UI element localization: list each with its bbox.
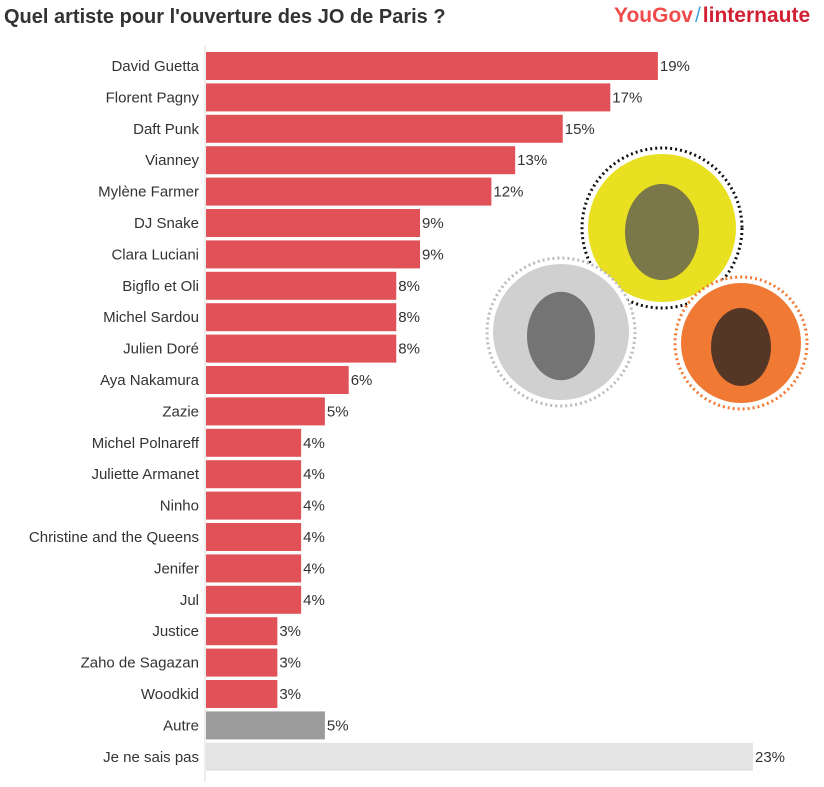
chart-title: Quel artiste pour l'ouverture des JO de … [4, 6, 446, 28]
category-label: Florent Pagny [106, 89, 200, 106]
bar [206, 114, 563, 143]
data-label: 23% [755, 749, 785, 766]
category-label: Daft Punk [133, 121, 199, 138]
bar [206, 617, 278, 646]
data-label: 8% [398, 278, 420, 295]
category-label: Mylène Farmer [98, 184, 199, 201]
category-label: Jul [180, 592, 199, 609]
bar [206, 271, 397, 300]
data-label: 9% [422, 246, 444, 263]
data-label: 4% [303, 560, 325, 577]
category-label: Bigflo et Oli [122, 278, 199, 295]
bar [206, 366, 349, 394]
category-label: Autre [163, 717, 199, 734]
category-label: Je ne sais pas [103, 749, 199, 766]
bar [206, 52, 658, 80]
category-label: Julien Doré [123, 341, 199, 358]
bar [206, 83, 611, 112]
bar [206, 240, 421, 269]
daft-punk-photo [673, 275, 809, 411]
bar [206, 177, 492, 206]
bar [206, 680, 278, 708]
bar [206, 585, 302, 614]
data-label: 9% [422, 215, 444, 232]
data-label: 3% [279, 686, 301, 703]
data-label: 4% [303, 435, 325, 452]
bar [206, 554, 302, 583]
florent-pagny-photo [485, 256, 637, 408]
data-label: 5% [327, 717, 349, 734]
category-label: Christine and the Queens [29, 529, 199, 546]
data-label: 8% [398, 341, 420, 358]
bar [206, 334, 397, 363]
category-label: Clara Luciani [111, 246, 199, 263]
data-label: 12% [493, 184, 523, 201]
data-label: 13% [517, 152, 547, 169]
category-label: DJ Snake [134, 215, 199, 232]
linternaute-logo: linternaute [702, 4, 811, 27]
logo: YouGov/linternaute [614, 4, 811, 27]
category-label: Zazie [162, 403, 199, 420]
data-label: 4% [303, 466, 325, 483]
category-label: Vianney [145, 152, 199, 169]
data-label: 17% [612, 89, 642, 106]
data-label: 4% [303, 498, 325, 515]
data-label: 8% [398, 309, 420, 326]
bar [206, 711, 325, 740]
bar [206, 146, 516, 175]
data-label: 19% [660, 58, 690, 75]
data-label: 4% [303, 529, 325, 546]
category-label: Jenifer [154, 560, 199, 577]
data-label: 4% [303, 592, 325, 609]
bar [206, 460, 302, 489]
yougov-logo: YouGov [614, 4, 693, 27]
david-guetta-photo [580, 146, 744, 310]
data-label: 6% [351, 372, 373, 389]
category-label: Michel Polnareff [92, 435, 200, 452]
category-label: Aya Nakamura [100, 372, 200, 389]
bar [206, 742, 753, 771]
bar [206, 428, 302, 457]
category-label: Juliette Armanet [91, 466, 199, 483]
data-label: 5% [327, 403, 349, 420]
bar [206, 648, 278, 677]
bar [206, 523, 302, 551]
category-label: Ninho [160, 498, 199, 515]
bar [206, 491, 302, 520]
bar [206, 397, 325, 426]
data-label: 3% [279, 655, 301, 672]
category-label: Michel Sardou [103, 309, 199, 326]
category-label: Justice [152, 623, 199, 640]
data-label: 15% [565, 121, 595, 138]
category-label: Woodkid [141, 686, 199, 703]
category-label: David Guetta [111, 58, 199, 75]
bar [206, 209, 421, 237]
data-label: 3% [279, 623, 301, 640]
bar [206, 303, 397, 332]
category-label: Zaho de Sagazan [81, 655, 199, 672]
